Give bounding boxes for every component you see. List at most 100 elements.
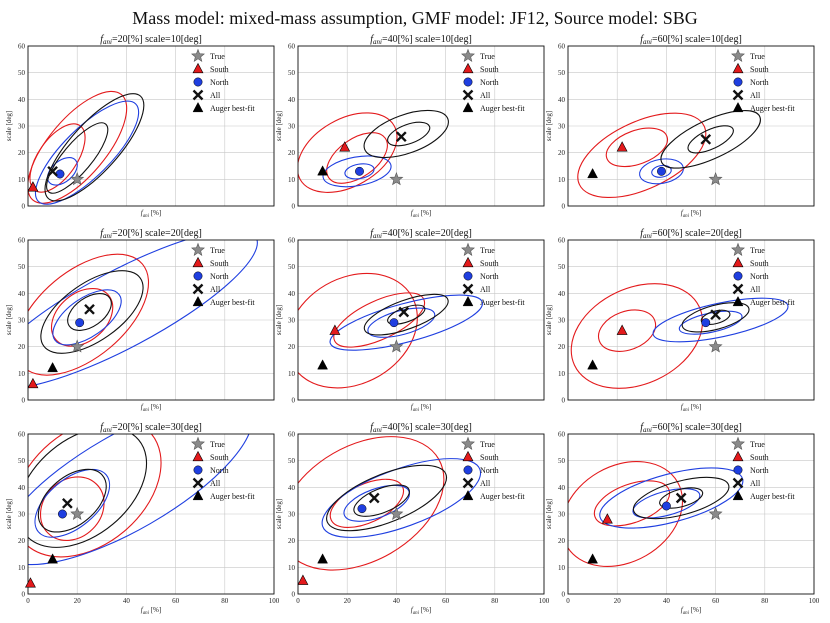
y-tick-label: 30	[288, 317, 296, 325]
legend-all-icon	[192, 283, 204, 295]
panel-2: fani=40[%] scale=10[deg] 0 10 20 30 40 50 60 sca…	[275, 34, 545, 219]
axes-frame	[297, 45, 545, 207]
legend: True South North All Auger best-fit	[191, 48, 255, 113]
true-marker	[389, 506, 404, 520]
panel-title: fani=20[%] scale=10[deg]	[100, 34, 202, 46]
y-tick-label: 0	[292, 397, 296, 405]
true-marker	[70, 506, 85, 520]
y-tick-label: 60	[558, 237, 566, 245]
north-marker	[661, 501, 671, 511]
x-tick-label: 40	[123, 597, 131, 605]
x-axis-label: fani [%]	[411, 209, 431, 219]
all-contour	[28, 434, 148, 548]
legend-true-label: True	[750, 440, 765, 449]
north-marker	[389, 318, 399, 328]
y-tick-label: 20	[558, 149, 566, 157]
y-tick-label: 40	[18, 96, 26, 104]
x-tick-label: 20	[344, 597, 352, 605]
y-tick-label: 0	[292, 591, 296, 599]
legend-north-label: North	[480, 78, 499, 87]
y-tick-label: 60	[18, 43, 26, 51]
y-tick-label: 30	[558, 511, 566, 519]
north-contour	[344, 163, 375, 180]
south-contour	[39, 476, 105, 541]
legend-north-label: North	[750, 466, 769, 475]
x-axis-label: fani [%]	[681, 606, 701, 616]
contour-group	[568, 461, 744, 567]
auger-marker	[317, 165, 328, 176]
legend-north-icon	[463, 271, 473, 281]
south-contour	[298, 272, 418, 389]
y-axis-label: scale [deg]	[275, 499, 283, 530]
y-axis-label: scale [deg]	[545, 111, 553, 142]
south-marker	[601, 513, 613, 524]
all-contour	[632, 476, 730, 520]
y-tick-label: 10	[558, 370, 566, 378]
legend-south-label: South	[480, 259, 499, 268]
legend-auger-icon	[462, 101, 474, 113]
south-marker	[616, 141, 628, 152]
legend-north-label: North	[750, 272, 769, 281]
contour-group	[28, 434, 253, 566]
all-contour	[40, 270, 144, 354]
all-marker	[62, 497, 73, 509]
north-marker	[657, 166, 666, 176]
y-axis-label: scale [deg]	[5, 499, 13, 530]
x-axis-label: fani [%]	[411, 606, 431, 616]
legend: True South North All Auger best-fit	[191, 242, 255, 307]
y-tick-label: 10	[18, 176, 26, 184]
true-marker	[389, 171, 404, 186]
legend-north-icon	[193, 271, 203, 281]
x-tick-label: 0	[296, 597, 300, 605]
y-tick-label: 40	[558, 96, 566, 104]
y-tick-label: 30	[18, 317, 26, 325]
panel-title: fani=60[%] scale=10[deg]	[640, 34, 742, 46]
y-tick-label: 10	[558, 564, 566, 572]
y-tick-label: 30	[18, 511, 26, 519]
legend-north-label: North	[750, 78, 769, 87]
panel-title: fani=20[%] scale=30[deg]	[100, 422, 202, 434]
legend-auger-label: Auger best-fit	[480, 298, 525, 307]
all-marker	[84, 303, 95, 315]
y-tick-label: 40	[558, 484, 566, 492]
north-marker	[701, 318, 711, 328]
legend-all-icon	[192, 477, 204, 489]
y-tick-label: 20	[18, 343, 26, 351]
y-tick-label: 20	[558, 343, 566, 351]
legend-north-icon	[733, 465, 743, 475]
x-tick-label: 0	[26, 597, 30, 605]
x-axis-label: fani [%]	[681, 209, 701, 219]
x-tick-label: 60	[442, 597, 450, 605]
south-marker	[616, 324, 628, 335]
axes-frame	[27, 45, 275, 207]
legend-auger-label: Auger best-fit	[750, 104, 795, 113]
panel-title: fani=60[%] scale=20[deg]	[640, 228, 742, 240]
north-marker	[75, 318, 85, 328]
legend-true-label: True	[750, 246, 765, 255]
y-tick-label: 40	[18, 290, 26, 298]
all-marker	[395, 131, 407, 143]
legend-auger-icon	[462, 489, 474, 501]
y-axis-label: scale [deg]	[5, 305, 13, 336]
all-contour	[681, 302, 750, 333]
legend-south-icon	[732, 62, 744, 74]
y-tick-label: 10	[18, 370, 26, 378]
legend-auger-icon	[462, 295, 474, 307]
all-contour	[326, 464, 448, 532]
y-tick-label: 60	[288, 431, 296, 439]
north-contour	[52, 289, 122, 346]
north-contour	[34, 468, 111, 538]
auger-marker	[317, 359, 328, 370]
legend-north-icon	[463, 465, 473, 475]
y-tick-label: 30	[558, 317, 566, 325]
legend-true-icon	[461, 48, 475, 62]
south-marker	[297, 574, 309, 585]
all-marker	[710, 309, 721, 321]
panel-title: fani=20[%] scale=20[deg]	[100, 228, 202, 240]
y-tick-label: 50	[558, 457, 566, 465]
legend-all-label: All	[210, 91, 221, 100]
legend-south-icon	[732, 256, 744, 268]
south-marker	[27, 181, 39, 192]
all-contour	[353, 484, 410, 517]
auger-marker	[317, 553, 328, 564]
